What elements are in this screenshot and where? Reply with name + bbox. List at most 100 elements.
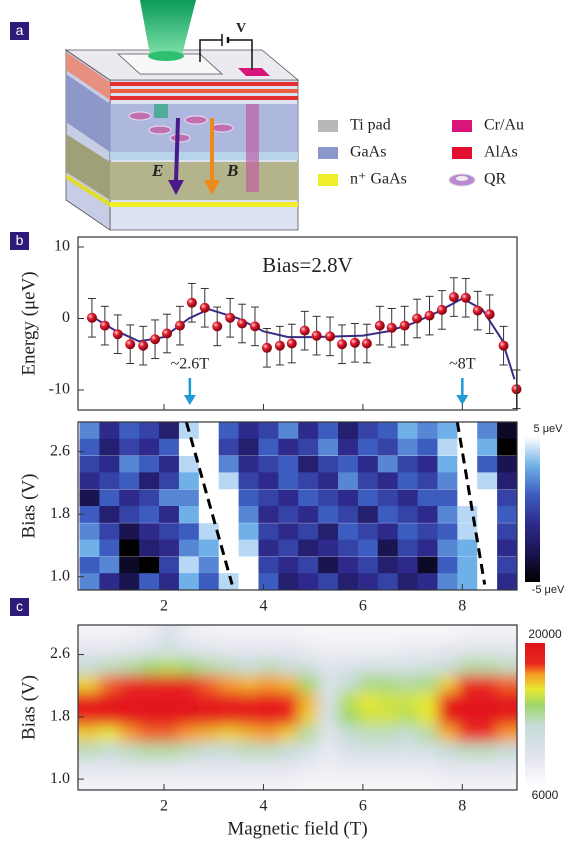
heatmap-cell [258,439,278,456]
heatmap-cell [219,675,239,692]
heatmap-cell [139,692,159,709]
y-tick-label: 1.8 [50,505,70,522]
heatmap-cell [219,523,239,540]
arrow-head [184,395,196,405]
colorbar-label: 6000 [532,788,559,802]
heatmap-cell [139,472,159,489]
heatmap-cell [139,642,159,659]
heatmap-cell [278,506,298,523]
heatmap-cell [418,776,438,813]
heatmap-cell [219,490,239,507]
heatmap-cell [358,506,378,523]
heatmap-cell [298,726,318,743]
heatmap-cell [338,675,358,692]
heatmap-cell [278,776,298,813]
heatmap-cell [239,490,259,507]
heatmap-cell [418,439,438,456]
heatmap-cell [239,557,259,574]
heatmap-cell [278,439,298,456]
x-tick-label: 4 [259,798,267,815]
heatmap-cell [119,709,139,726]
colorbar [525,643,545,788]
heatmap-cell [398,675,418,692]
data-point [212,321,222,331]
heatmap-cell [258,692,278,709]
heatmap-cell [239,439,259,456]
heatmap-cell [219,557,239,574]
heatmap-cell [239,675,259,692]
heatmap-cell [239,726,259,743]
heatmap-cell [398,422,418,439]
heatmap-cell [497,439,517,456]
heatmap-cell [159,692,179,709]
heatmap-cell [99,573,119,590]
heatmap-cell [258,659,278,676]
data-point [375,321,385,331]
heatmap-cell [418,675,438,692]
heatmap-cell [258,642,278,659]
data-point [424,311,434,321]
y-axis-label: Bias (V) [18,675,39,740]
heatmap-cell [79,557,99,574]
x-tick-label: 2 [160,798,168,815]
device-diagram [66,0,298,230]
heatmap-cell [358,456,378,473]
data-point [200,303,210,313]
x-tick-label: 8 [458,798,466,815]
heatmap-cell [119,490,139,507]
heatmap-cell [119,642,139,659]
heatmap-cell [398,692,418,709]
heatmap-cell [119,742,139,759]
heatmap-cell [139,709,159,726]
heatmap-cell [437,776,457,813]
heatmap-cell [179,709,199,726]
heatmap-cell [457,573,477,590]
heatmap-cell [477,422,497,439]
heatmap-cell [159,456,179,473]
heatmap-cell [278,642,298,659]
heatmap-cell [477,742,497,759]
heatmap-cell [338,776,358,813]
heatmap-cell [179,472,199,489]
heatmap-cell [477,456,497,473]
heatmap-cell [179,490,199,507]
heatmap-cell [398,490,418,507]
heatmap-cell [278,675,298,692]
heatmap-cell [239,659,259,676]
heatmap-cell [258,506,278,523]
heatmap-cell [159,709,179,726]
heatmap-cell [159,742,179,759]
heatmap-cells [59,605,537,812]
heatmap-cell [338,726,358,743]
heatmap-cell [378,675,398,692]
heatmap-cell [398,726,418,743]
heatmap-cell [239,692,259,709]
heatmap-cell [318,642,338,659]
heatmap-cell [358,439,378,456]
heatmap-cell [199,692,219,709]
heatmap-cell [139,540,159,557]
legend-label: GaAs [350,144,386,161]
heatmap-cell [338,523,358,540]
data-point [437,305,447,315]
heatmap-cell [298,573,318,590]
heatmap-cell [278,659,298,676]
heatmap-cell [437,506,457,523]
heatmap-cell [497,472,517,489]
heatmap-cell [199,605,219,642]
heatmap-cell [258,675,278,692]
heatmap-cell [358,540,378,557]
heatmap-cell [398,605,418,642]
y-tick-label: 1.8 [50,708,70,725]
heatmap-cell [358,759,378,776]
heatmap-cell [338,540,358,557]
heatmap-cell [258,709,278,726]
heatmap-cell [99,472,119,489]
heatmap-cell [119,573,139,590]
heatmap-cell [139,557,159,574]
heatmap-cell [418,540,438,557]
heatmap-cell [398,742,418,759]
heatmap-cell [219,742,239,759]
heatmap-cell [219,605,239,642]
heatmap-cell [318,472,338,489]
